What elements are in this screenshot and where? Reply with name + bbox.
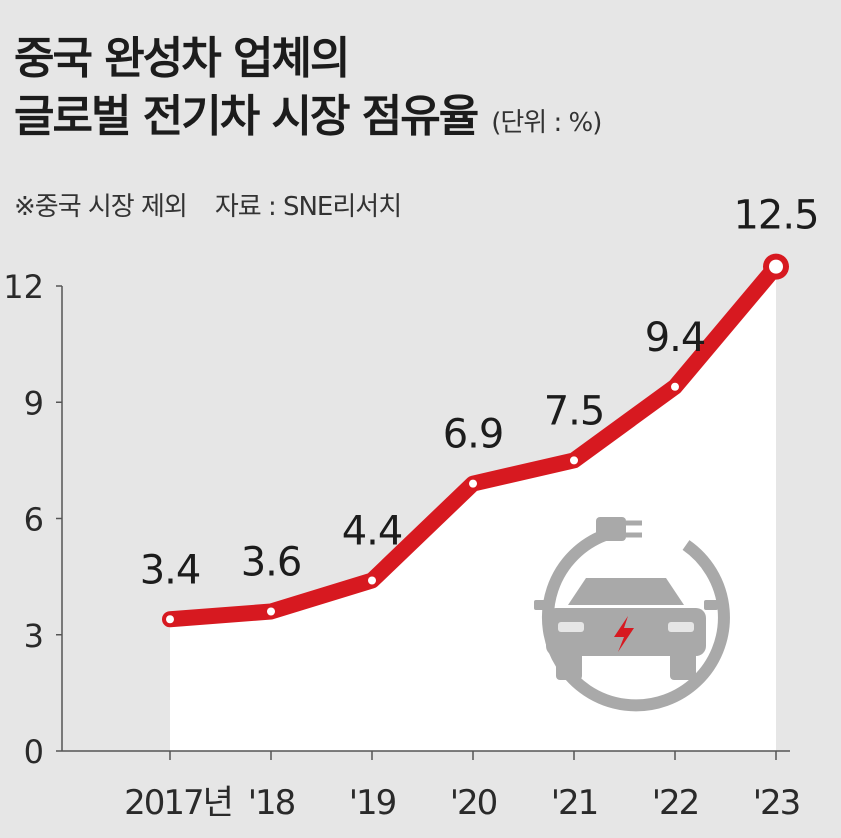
x-tick-label: '22 [652,783,699,823]
plug-head [596,517,626,541]
source-label: 자료 : SNE리서치 [214,192,402,222]
data-label: 12.5 [733,193,818,239]
y-tick-label: 0 [24,733,44,771]
right-headlight [668,622,694,632]
data-label: 4.4 [342,509,403,555]
x-tick-label: '20 [450,783,497,823]
note-line: ※중국 시장 제외 자료 : SNE리서치 [14,186,402,223]
x-tick-label: '19 [349,783,396,823]
car-roof [568,578,684,605]
chart-title: 중국 완성차 업체의 글로벌 전기차 시장 점유율 (단위 : %) [14,30,602,152]
data-label: 3.6 [241,540,302,586]
plot-area: 0 3 6 9 12 2017년 '18 '19 '20 '21 '22 '23 3.4 3.6 4.4 6.… [3,193,819,823]
y-tick-label: 9 [24,384,44,422]
left-headlight [558,622,584,632]
data-label: 6.9 [443,412,504,458]
x-tick-label: '18 [248,783,295,823]
left-mirror [534,600,548,610]
data-point [368,576,376,585]
electric-car-icon [534,517,730,712]
y-tick-label: 12 [3,268,44,306]
charging-ring [541,529,730,712]
data-point [671,382,679,391]
data-point [769,259,783,274]
data-point [469,479,477,488]
data-point [267,607,275,616]
left-wheel [556,652,582,680]
title-line-1: 중국 완성차 업체의 [14,33,350,84]
x-tick-label: '21 [551,783,598,823]
data-label: 9.4 [645,315,706,361]
data-label: 3.4 [140,547,201,593]
data-label: 7.5 [544,388,605,434]
data-point [166,615,174,624]
y-tick-label: 6 [24,501,44,539]
exclusion-note: ※중국 시장 제외 [14,192,188,222]
unit-label: (단위 : %) [491,108,602,138]
y-tick-label: 3 [24,617,44,655]
x-tick-label: 2017년 [124,783,232,823]
x-tick-label: '23 [753,783,800,823]
right-mirror [704,600,718,610]
right-wheel [670,652,696,680]
data-point [570,456,578,465]
title-line-2: 글로벌 전기차 시장 점유율 [14,91,479,142]
lightning-bolt-icon [614,616,634,652]
